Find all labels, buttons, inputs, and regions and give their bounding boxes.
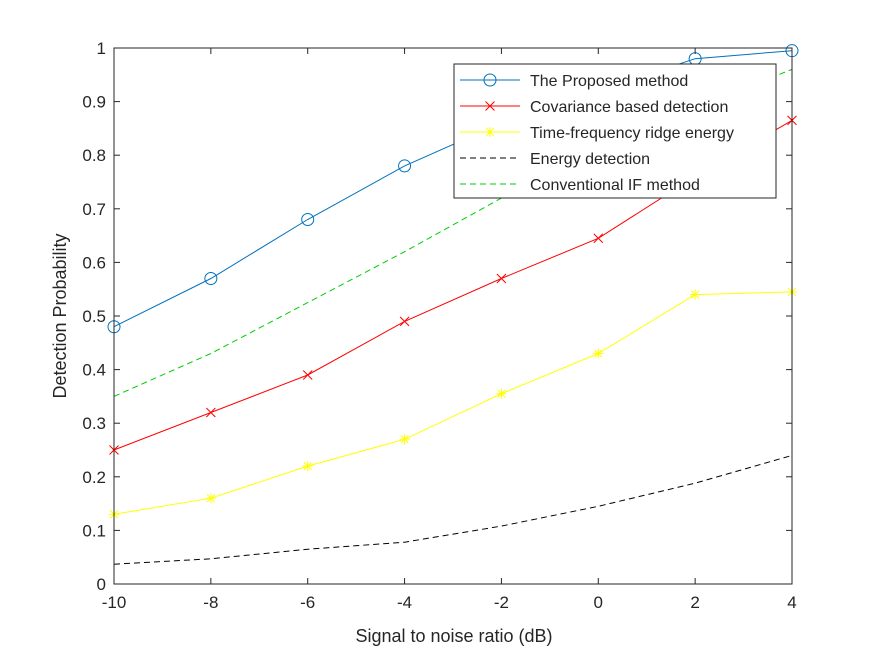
y-tick-label-3: 0.2 (82, 468, 106, 487)
series-1-point-3 (301, 213, 315, 227)
legend-marker-2 (485, 101, 495, 111)
y-axis-label: Detection Probability (50, 233, 70, 398)
x-tick-label-7: 2 (690, 593, 699, 612)
series-3-point-5 (496, 388, 507, 399)
series-2-point-6 (593, 233, 604, 244)
series-2-point-2 (206, 407, 216, 418)
legend-entry-2: Covariance based detection (460, 99, 728, 116)
legend-box (453, 63, 777, 199)
x-tick-label-5: -2 (494, 593, 509, 612)
series-3-line (113, 291, 793, 515)
x-tick-label-3: -6 (300, 593, 315, 612)
y-tick-label-8: 0.7 (82, 200, 106, 219)
legend-entry-1: The Proposed method (460, 73, 688, 90)
series-3-point-3 (302, 461, 313, 472)
series-4-line (113, 454, 793, 565)
series-2-point-4 (399, 316, 410, 327)
y-tick-label-9: 0.8 (82, 146, 106, 165)
y-tick-label-5: 0.4 (82, 361, 106, 380)
axes-layer: -10 -8 -6 -4 -2 0 2 4 0 0.1 0.2 0.3 0.4 0.5 0.6 0.7 0.8 0… (82, 39, 796, 612)
legend-entry-5: Conventional IF method (460, 177, 700, 194)
legend-marker-1 (483, 73, 497, 87)
x-tick-label-1: -10 (102, 593, 127, 612)
y-tick-label-4: 0.3 (82, 414, 106, 433)
legend-label-5: Conventional IF method (530, 177, 700, 194)
series-2-point-3 (302, 370, 313, 380)
series-3-point-4 (399, 434, 410, 445)
x-tick-label-4: -4 (397, 593, 412, 612)
x-axis-label: Signal to noise ratio (dB) (355, 626, 552, 646)
y-tick-label-11: 1 (97, 39, 106, 58)
legend: The Proposed method Covariance based dete… (453, 63, 777, 199)
legend-label-3: Time-frequency ridge energy (530, 125, 734, 142)
legend-marker-3 (485, 127, 495, 137)
legend-entry-4: Energy detection (460, 151, 650, 168)
legend-entry-3: Time-frequency ridge energy (460, 125, 734, 142)
series-3-point-2 (205, 493, 216, 504)
series-2-point-5 (496, 273, 507, 284)
legend-label-4: Energy detection (530, 151, 650, 168)
legend-label-2: Covariance based detection (530, 99, 728, 116)
legend-label-1: The Proposed method (530, 73, 688, 90)
series-3-point-7 (690, 289, 701, 300)
y-tick-label-10: 0.9 (82, 93, 106, 112)
series-1-point-4 (398, 159, 412, 173)
series-1-point-2 (204, 271, 218, 285)
y-tick-label-1: 0 (97, 575, 106, 594)
x-tick-label-6: 0 (594, 593, 603, 612)
series-4 (113, 454, 793, 565)
x-tick-label-8: 4 (787, 593, 796, 612)
x-tick-label-2: -8 (203, 593, 218, 612)
y-tick-label-6: 0.5 (82, 307, 106, 326)
y-tick-label-2: 0.1 (82, 521, 106, 540)
series-3-point-6 (593, 348, 604, 359)
y-tick-label-7: 0.6 (82, 253, 106, 272)
